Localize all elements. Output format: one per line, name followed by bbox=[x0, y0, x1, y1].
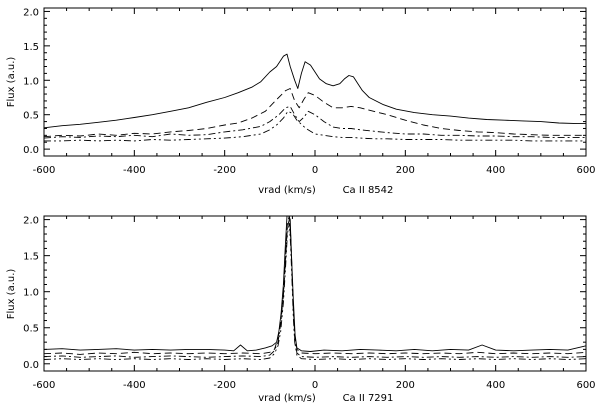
plot-2-curves bbox=[43, 215, 587, 360]
plot-1-ytick-label: 1.5 bbox=[23, 42, 39, 53]
plot-1-ytick-label: 2.0 bbox=[23, 7, 39, 18]
plot-1-xlabel: vrad (km/s) bbox=[258, 185, 316, 196]
plot-2-tick-labels: -600 -400 -200 0 200 400 600 0.0 0.5 1.0 1.5 2.0 bbox=[23, 216, 595, 391]
plot-2-xtick-label: 600 bbox=[576, 380, 595, 391]
plot-1-series-dash-dot bbox=[43, 105, 586, 139]
plot-1-frame bbox=[43, 7, 587, 157]
plot-2-line-label: Ca II 7291 bbox=[343, 393, 394, 404]
panel-ca-ii-8542: -600 -400 -200 0 200 400 600 0.0 0.5 1.0 1.5 2.0 Fl… bbox=[6, 7, 596, 196]
plot-2-series-dashed bbox=[43, 215, 587, 355]
plot-1-xtick-label: 0 bbox=[312, 165, 318, 176]
plot-2-ytick-label: 1.5 bbox=[23, 252, 39, 263]
plot-1-xtick-label: 200 bbox=[396, 165, 415, 176]
plot-2-xtick-label: -600 bbox=[33, 380, 56, 391]
plot-2-ticks bbox=[43, 216, 587, 371]
plot-2-series-dash-dot bbox=[43, 219, 587, 358]
plot-1-series-dashed bbox=[43, 88, 586, 138]
plot-2-series-dash-dot-dot bbox=[43, 222, 587, 360]
plot-1-xtick-label: -600 bbox=[33, 165, 56, 176]
plot-1-ytick-label: 0.5 bbox=[23, 111, 39, 122]
plot-1-ylabel: Flux (a.u.) bbox=[6, 57, 17, 108]
plot-1-curves bbox=[43, 53, 586, 142]
plot-1-xtick-label: 400 bbox=[486, 165, 505, 176]
plot-1-tick-labels: -600 -400 -200 0 200 400 600 0.0 0.5 1.0 1.5 2.0 bbox=[23, 7, 595, 176]
plot-2-ytick-label: 2.0 bbox=[23, 216, 39, 227]
plot-1-xtick-label: -400 bbox=[123, 165, 146, 176]
plot-2-xtick-label: 0 bbox=[312, 380, 318, 391]
plot-1-xtick-label: 600 bbox=[576, 165, 595, 176]
plot-1-ytick-label: 0.0 bbox=[23, 145, 39, 156]
plot-1-ytick-label: 1.0 bbox=[23, 76, 39, 87]
plot-2-ytick-label: 1.0 bbox=[23, 288, 39, 299]
plot-2-ytick-label: 0.5 bbox=[23, 324, 39, 335]
plot-2-ylabel: Flux (a.u.) bbox=[6, 269, 17, 320]
plot-2-xtick-label: 200 bbox=[396, 380, 415, 391]
plot-2-xtick-label: 400 bbox=[486, 380, 505, 391]
plot-1-line-label: Ca II 8542 bbox=[343, 185, 394, 196]
plot-1-ticks bbox=[43, 8, 587, 156]
plot-1-xtick-label: -200 bbox=[213, 165, 236, 176]
plot-2-xtick-label: -200 bbox=[213, 380, 236, 391]
plot-1-series-solid bbox=[43, 53, 586, 129]
plot-2-xlabel: vrad (km/s) bbox=[258, 393, 316, 404]
panel-ca-ii-7291: -600 -400 -200 0 200 400 600 0.0 0.5 1.0 1.5 2.0 Fl… bbox=[6, 215, 596, 404]
plot-2-frame bbox=[43, 215, 587, 372]
plot-2-series-solid bbox=[43, 215, 587, 352]
plot-2-xtick-label: -400 bbox=[123, 380, 146, 391]
plot-1-series-dash-dot-dot bbox=[44, 110, 586, 142]
plot-2-ytick-label: 0.0 bbox=[23, 360, 39, 371]
